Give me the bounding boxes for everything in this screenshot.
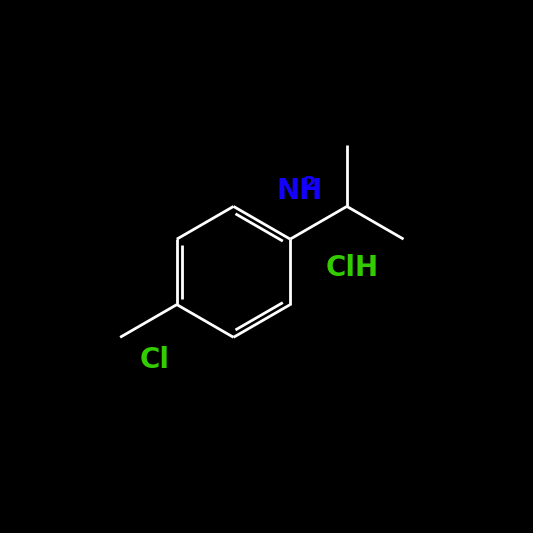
Text: NH: NH [277,177,323,205]
Text: 2: 2 [303,175,317,195]
Text: ClH: ClH [326,254,379,282]
Text: Cl: Cl [140,346,170,374]
